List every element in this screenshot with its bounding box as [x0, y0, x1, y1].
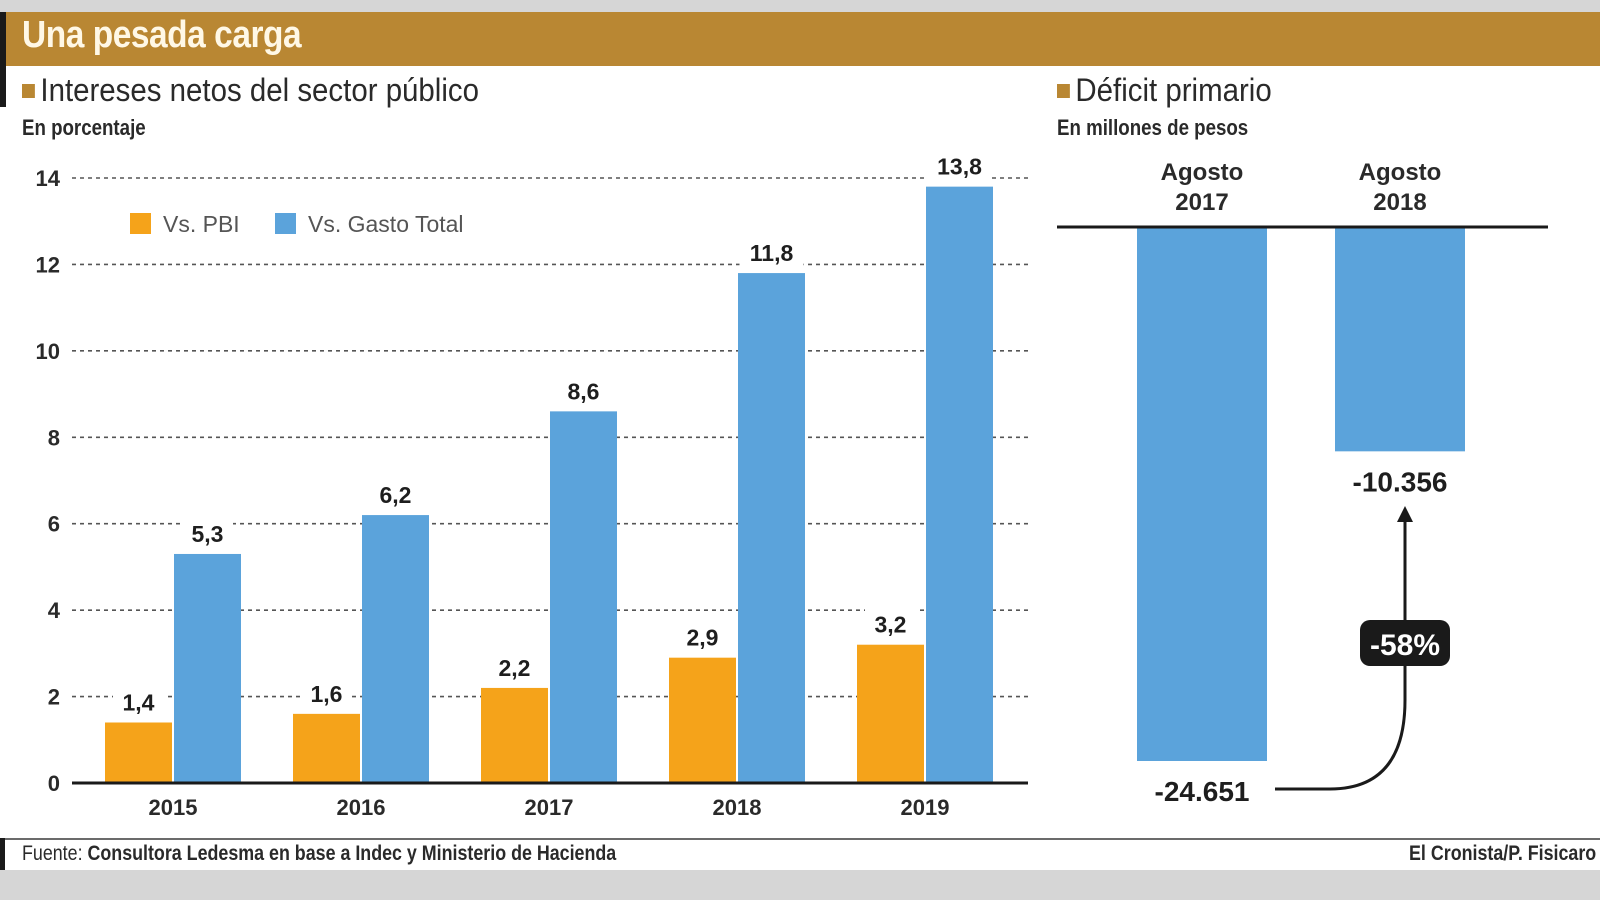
- change-badge: [1360, 620, 1450, 666]
- bar-gasto-2015: [174, 553, 241, 783]
- y-tick-label: 14: [36, 166, 61, 191]
- data-label: 3,2: [875, 612, 907, 638]
- title-accent-bar: [0, 12, 6, 107]
- change-badge-text: -58%: [1370, 629, 1440, 662]
- label-knockout: [370, 479, 421, 510]
- change-arrow-line: [1275, 518, 1407, 791]
- deficit-value-label: -24.651: [1155, 776, 1250, 807]
- deficit-value-label: -10.356: [1353, 466, 1448, 497]
- data-label: 8,6: [568, 378, 600, 404]
- left-section-title: Intereses netos del sector público: [22, 72, 479, 109]
- y-tick-label: 4: [48, 598, 61, 623]
- bar-pbi-2015: [105, 722, 172, 783]
- data-labels: 1,4 5,3 1,6 6,2 2,2 8,6 2,9 11,8 3,2 13,8: [113, 150, 992, 717]
- x-tick-label: 2015: [149, 795, 198, 820]
- label-knockout: [739, 237, 804, 268]
- section-square-icon: [1057, 83, 1070, 98]
- data-label: 2,2: [499, 655, 531, 681]
- data-label: 6,2: [380, 482, 412, 508]
- bar-gasto-2018: [738, 273, 805, 783]
- deficit-bar-1: [1335, 227, 1465, 452]
- bars: [105, 186, 993, 784]
- label-knockout: [677, 621, 728, 652]
- title-bar: [0, 12, 1600, 66]
- bar-pbi-2018: [669, 657, 736, 783]
- x-tick-label: 2018: [713, 795, 762, 820]
- source-text: Consultora Ledesma en base a Indec y Min…: [87, 842, 617, 865]
- category-label: 2018: [1373, 189, 1426, 216]
- legend-label: Vs. PBI: [163, 211, 240, 237]
- footer-divider: [0, 838, 1600, 840]
- data-label: 11,8: [750, 240, 794, 266]
- credit: El Cronista/P. Fisicaro: [1408, 842, 1596, 865]
- data-label: 13,8: [937, 154, 982, 180]
- label-knockout: [301, 677, 352, 708]
- y-tick-label: 10: [36, 339, 60, 364]
- arrow-head-icon: [1397, 506, 1413, 522]
- label-knockout: [182, 517, 233, 548]
- y-tick-label: 2: [48, 685, 60, 710]
- x-tick-label: 2016: [337, 795, 386, 820]
- bar-gasto-2016: [362, 515, 429, 783]
- data-label: 5,3: [192, 521, 224, 547]
- bar-pbi-2019: [857, 644, 924, 783]
- y-tick-label: 0: [48, 771, 60, 796]
- label-knockout: [489, 651, 540, 682]
- page-title: Una pesada carga: [22, 14, 302, 56]
- y-tick-label: 12: [36, 252, 60, 277]
- data-label: 1,6: [311, 681, 343, 707]
- label-knockout: [113, 686, 164, 717]
- section-square-icon: [22, 83, 35, 98]
- footer-accent-bar: [0, 838, 5, 870]
- right-section-title-text: Déficit primario: [1075, 72, 1272, 108]
- data-label: 2,9: [687, 625, 719, 651]
- right-section-subtitle: En millones de pesos: [1057, 115, 1249, 140]
- deficit-content: Agosto 2017 -24.651 Agosto 2018 -10.356 -58%: [1057, 159, 1548, 807]
- legend-swatch-pbi: [130, 213, 151, 234]
- label-knockout: [558, 375, 609, 406]
- legend: Vs. PBI Vs. Gasto Total: [130, 211, 464, 237]
- data-label: 1,4: [123, 690, 155, 716]
- left-section-title-text: Intereses netos del sector público: [40, 72, 479, 108]
- label-knockout: [927, 150, 992, 181]
- bar-pbi-2017: [481, 687, 548, 783]
- x-tick-label: 2019: [901, 795, 950, 820]
- category-label: Agosto: [1359, 159, 1442, 186]
- source-label: Fuente:: [22, 842, 83, 865]
- right-section-title: Déficit primario: [1057, 72, 1272, 109]
- label-knockout: [865, 608, 916, 639]
- source-note: Fuente: Consultora Ledesma en base a Ind…: [22, 842, 616, 866]
- legend-swatch-gasto: [275, 213, 296, 234]
- category-label: 2017: [1175, 189, 1228, 216]
- y-tick-label: 8: [48, 425, 60, 450]
- x-tick-label: 2017: [525, 795, 574, 820]
- y-tick-label: 6: [48, 512, 60, 537]
- axis: 0 2 4 6 8 10 12 14 2015 2016 2017 2018 2019: [36, 166, 1028, 820]
- bar-gasto-2019: [926, 186, 993, 784]
- bottom-margin: [0, 870, 1600, 900]
- legend-label: Vs. Gasto Total: [308, 211, 464, 237]
- left-section-subtitle: En porcentaje: [22, 115, 146, 140]
- category-label: Agosto: [1161, 159, 1244, 186]
- deficit-bar-0: [1137, 227, 1267, 761]
- bar-pbi-2016: [293, 713, 360, 783]
- bar-gasto-2017: [550, 411, 617, 783]
